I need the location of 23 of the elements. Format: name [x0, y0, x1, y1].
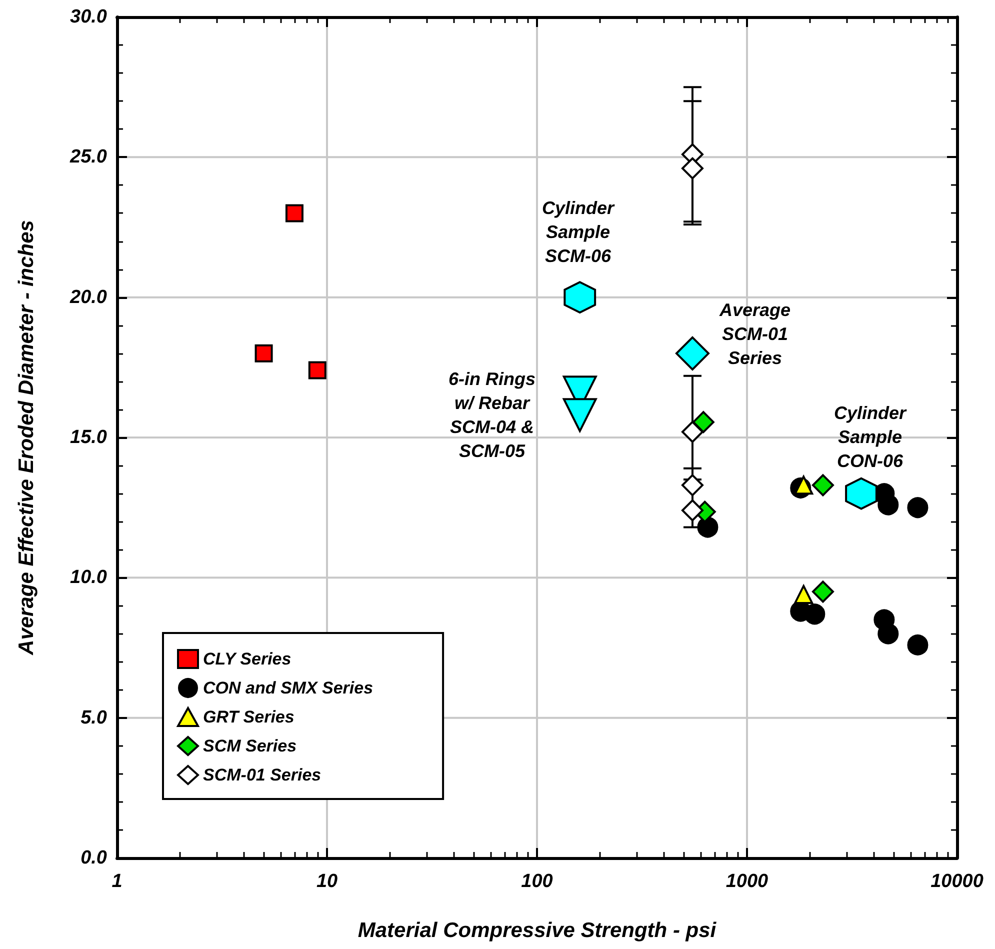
- x-axis-title: Material Compressive Strength - psi: [358, 919, 718, 942]
- y-tick-label: 30.0: [70, 6, 108, 28]
- legend-label: GRT Series: [203, 708, 294, 726]
- x-tick-label: 100: [521, 871, 554, 892]
- y-tick-label: 5.0: [80, 707, 108, 728]
- x-tick-label: 10000: [930, 871, 984, 892]
- annotation: 6-in Rings w/ Rebar SCM-04 & SCM-05: [448, 369, 536, 461]
- x-tick-label: 10: [316, 871, 338, 892]
- y-axis-title: Average Effective Eroded Diameter - inches: [15, 220, 38, 656]
- x-tick-label: 1000: [726, 871, 769, 892]
- y-tick-label: 25.0: [69, 146, 108, 168]
- annotation: Cylinder Sample SCM-06: [542, 198, 615, 266]
- legend-label: SCM Series: [203, 736, 297, 756]
- x-tick-label: 1: [112, 871, 122, 892]
- y-tick-label: 10.0: [70, 567, 108, 588]
- legend-label: CLY Series: [203, 650, 292, 668]
- y-tick-label: 0.0: [80, 848, 108, 868]
- annotation: Cylinder Sample CON-06: [834, 403, 907, 471]
- y-tick-label: 15.0: [70, 427, 108, 448]
- y-tick-label: 20.0: [69, 286, 108, 308]
- legend-label: CON and SMX Series: [203, 678, 374, 698]
- legend-label: SCM-01 Series: [203, 766, 322, 784]
- annotation: Average SCM-01 Series: [718, 300, 791, 368]
